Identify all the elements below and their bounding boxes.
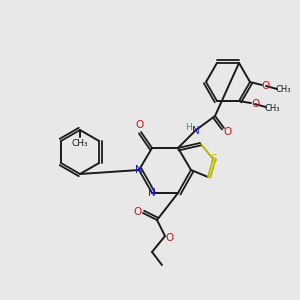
Text: O: O <box>251 99 259 109</box>
Text: CH₃: CH₃ <box>72 139 88 148</box>
Text: H: H <box>186 124 192 133</box>
Text: O: O <box>136 120 144 130</box>
Text: O: O <box>224 127 232 137</box>
Text: N: N <box>135 165 143 175</box>
Text: S: S <box>211 154 217 164</box>
Text: N: N <box>148 188 156 198</box>
Text: O: O <box>166 233 174 243</box>
Text: N: N <box>192 126 200 136</box>
Text: O: O <box>133 207 141 217</box>
Text: O: O <box>262 81 270 91</box>
Text: CH₃: CH₃ <box>264 103 280 112</box>
Text: CH₃: CH₃ <box>275 85 291 94</box>
